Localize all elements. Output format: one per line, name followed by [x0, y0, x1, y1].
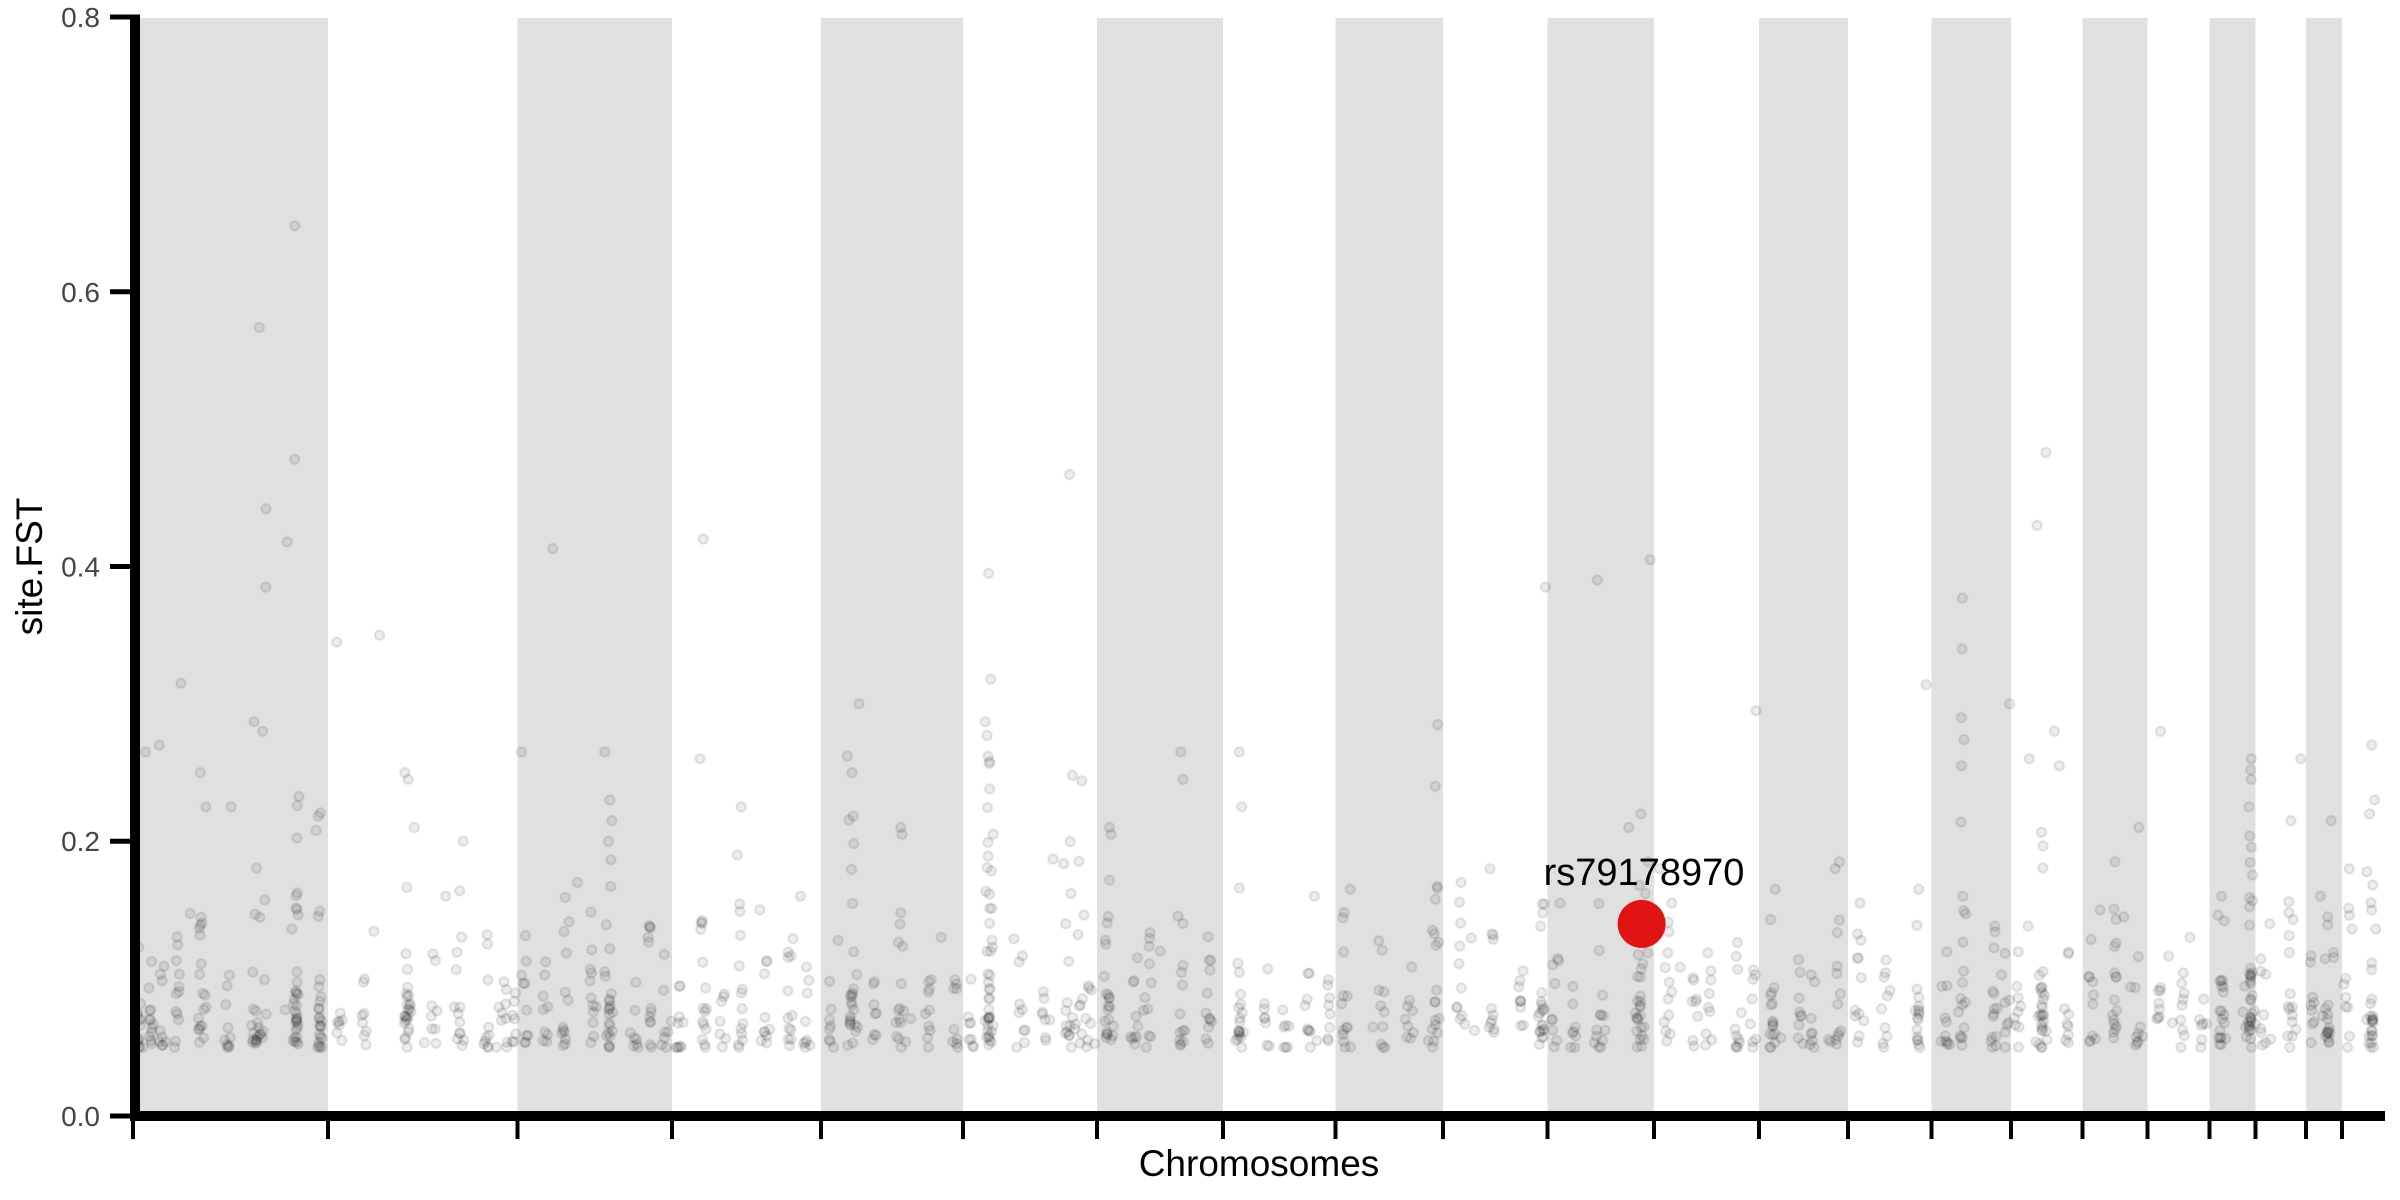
svg-text:0.2: 0.2 [61, 826, 100, 857]
svg-text:Chromosomes: Chromosomes [1139, 1143, 1380, 1184]
svg-text:0.6: 0.6 [61, 277, 100, 308]
svg-text:rs79178970: rs79178970 [1544, 852, 1745, 894]
svg-text:0.0: 0.0 [61, 1101, 100, 1132]
svg-text:site.FST: site.FST [9, 498, 50, 636]
svg-text:0.4: 0.4 [61, 552, 100, 583]
svg-text:0.8: 0.8 [61, 2, 100, 33]
